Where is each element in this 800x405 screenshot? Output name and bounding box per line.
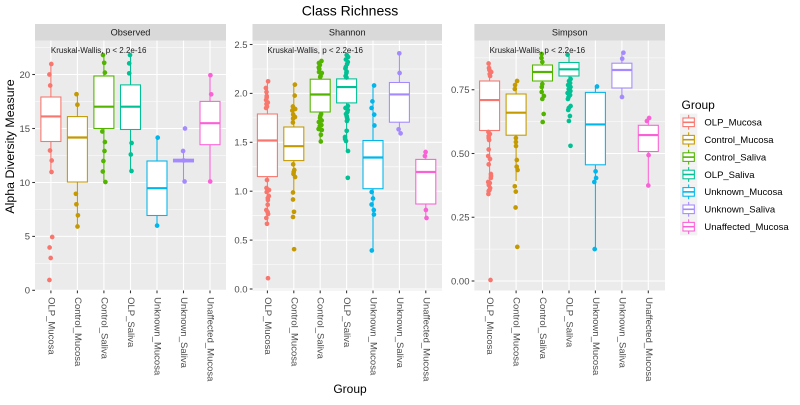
svg-text:Control_Saliva: Control_Saliva	[315, 297, 326, 359]
svg-text:OLP_Mucosa: OLP_Mucosa	[45, 297, 56, 355]
svg-text:Control_Mucosa: Control_Mucosa	[72, 297, 83, 367]
svg-text:Unknown_Saliva: Unknown_Saliva	[704, 205, 775, 216]
svg-text:Unaffected_Mucosa: Unaffected_Mucosa	[643, 297, 654, 382]
svg-text:Unknown_Saliva: Unknown_Saliva	[616, 297, 627, 368]
svg-text:Unknown_Mucosa: Unknown_Mucosa	[368, 297, 379, 376]
svg-text:Control_Saliva: Control_Saliva	[704, 152, 766, 163]
svg-text:10: 10	[20, 178, 31, 189]
svg-text:OLP_Saliva: OLP_Saliva	[704, 170, 755, 181]
svg-text:Control_Mucosa: Control_Mucosa	[704, 135, 774, 146]
svg-text:0: 0	[25, 286, 30, 297]
svg-text:Group: Group	[682, 98, 716, 112]
svg-text:0.50: 0.50	[451, 149, 470, 160]
svg-text:OLP_Saliva: OLP_Saliva	[564, 297, 575, 348]
svg-text:Unknown_Mucosa: Unknown_Mucosa	[704, 187, 783, 198]
svg-text:Kruskal-Wallis, p < 2.2e-16: Kruskal-Wallis, p < 2.2e-16	[51, 46, 147, 55]
svg-text:Unaffected_Mucosa: Unaffected_Mucosa	[205, 297, 216, 382]
svg-text:Control_Mucosa: Control_Mucosa	[511, 297, 522, 367]
svg-text:Kruskal-Wallis, p < 2.2e-16: Kruskal-Wallis, p < 2.2e-16	[490, 46, 586, 55]
svg-text:Group: Group	[333, 382, 367, 396]
svg-text:20: 20	[20, 70, 31, 81]
svg-text:Unknown_Mucosa: Unknown_Mucosa	[152, 297, 163, 376]
svg-text:Kruskal-Wallis, p < 2.2e-16: Kruskal-Wallis, p < 2.2e-16	[267, 46, 363, 55]
svg-text:Alpha Diversity Measure: Alpha Diversity Measure	[3, 79, 17, 213]
svg-text:Unaffected_Mucosa: Unaffected_Mucosa	[704, 222, 789, 233]
svg-text:Simpson: Simpson	[552, 28, 588, 38]
svg-text:OLP_Mucosa: OLP_Mucosa	[484, 297, 495, 355]
svg-text:1.0: 1.0	[234, 187, 247, 198]
svg-text:Unknown_Mucosa: Unknown_Mucosa	[590, 297, 601, 376]
svg-text:Control_Mucosa: Control_Mucosa	[288, 297, 299, 367]
svg-text:Control_Saliva: Control_Saliva	[537, 297, 548, 359]
svg-text:OLP_Mucosa: OLP_Mucosa	[704, 118, 762, 129]
svg-text:Control_Saliva: Control_Saliva	[98, 297, 109, 359]
svg-text:0.25: 0.25	[451, 213, 470, 224]
svg-text:Shannon: Shannon	[329, 28, 366, 38]
svg-text:2.5: 2.5	[234, 40, 247, 51]
svg-text:15: 15	[20, 124, 31, 135]
svg-text:1.5: 1.5	[234, 138, 247, 149]
svg-text:0.5: 0.5	[234, 235, 247, 246]
svg-text:Unknown_Saliva: Unknown_Saliva	[394, 297, 405, 368]
svg-text:Observed: Observed	[111, 28, 151, 38]
svg-text:5: 5	[25, 232, 30, 243]
svg-text:Class Richness: Class Richness	[302, 3, 398, 19]
svg-text:Unaffected_Mucosa: Unaffected_Mucosa	[420, 297, 431, 382]
svg-text:0.0: 0.0	[234, 284, 247, 295]
svg-text:OLP_Mucosa: OLP_Mucosa	[262, 297, 273, 355]
svg-text:OLP_Saliva: OLP_Saliva	[341, 297, 352, 348]
svg-text:Unknown_Saliva: Unknown_Saliva	[178, 297, 189, 368]
svg-text:2.0: 2.0	[234, 89, 247, 100]
svg-text:0.00: 0.00	[451, 276, 470, 287]
svg-text:OLP_Saliva: OLP_Saliva	[125, 297, 136, 348]
svg-text:0.75: 0.75	[451, 85, 470, 96]
